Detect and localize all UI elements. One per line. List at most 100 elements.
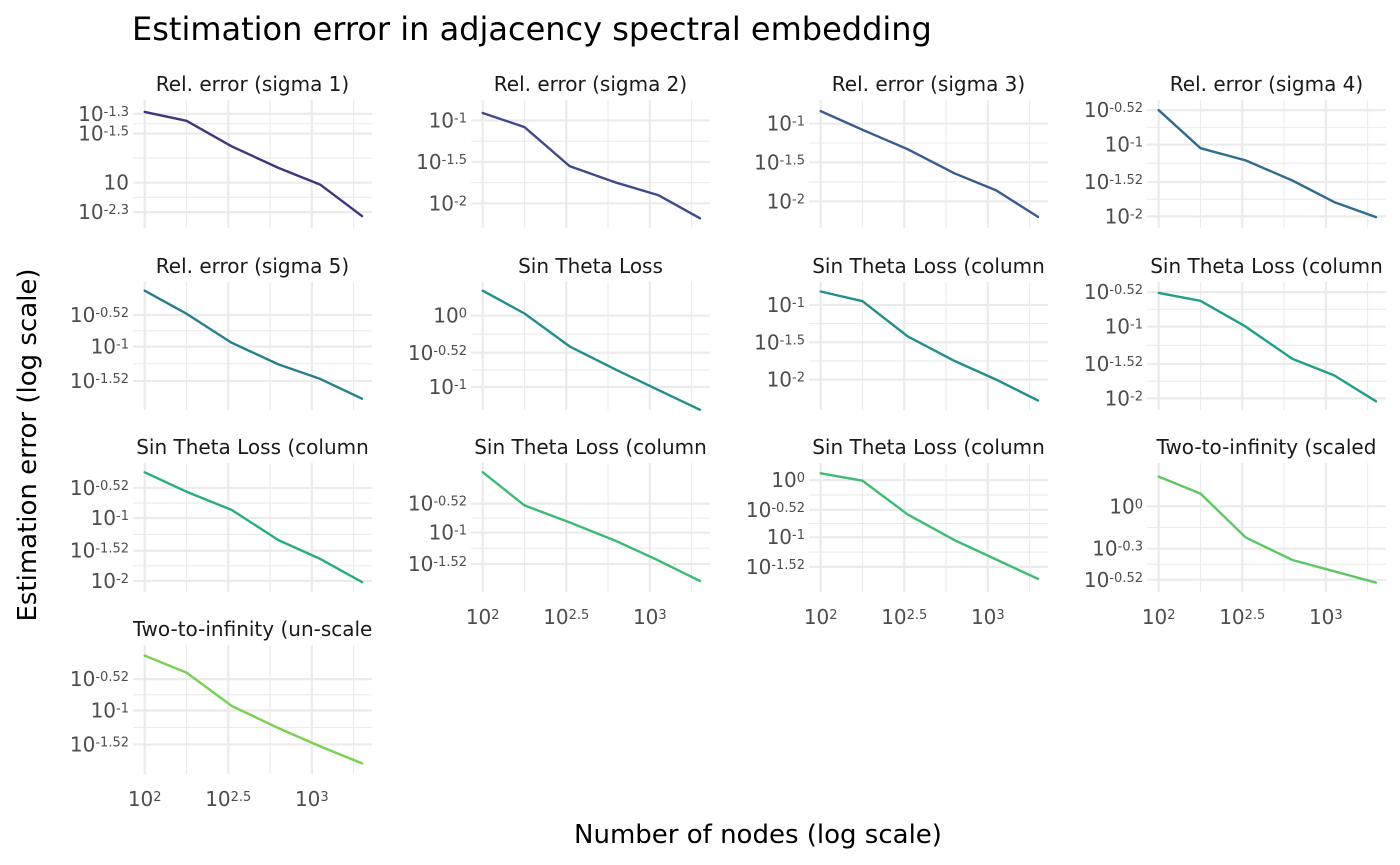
y-tick-label: 10-0.52	[70, 303, 129, 327]
facet-panel: Sin Theta Loss (column 10-1 10-1.5 10-2	[754, 254, 1048, 410]
series-line	[819, 109, 1040, 219]
y-tick-label: 10-0.52	[1084, 280, 1143, 304]
facet-strip-label: Sin Theta Loss (column	[1150, 254, 1383, 278]
y-tick-label: 10-1	[429, 521, 467, 545]
facet-strip-label: Two-to-infinity (un-scale	[132, 617, 373, 641]
y-tick-label: 10-0.52	[70, 476, 129, 500]
series-line	[1157, 291, 1378, 403]
y-tick-label: 10-2.3	[78, 200, 129, 224]
y-tick-label: 10-0.52	[408, 341, 467, 365]
series-line	[819, 290, 1040, 402]
facet-panel: Sin Theta Loss (column 10-0.52 10-1 10-1.52…	[408, 435, 710, 629]
series-line	[481, 471, 702, 583]
facet-strip-label: Rel. error (sigma 5)	[156, 254, 349, 278]
x-tick-label: 102	[1142, 605, 1176, 629]
y-tick-label: 10-2	[767, 189, 805, 213]
x-tick-label: 103	[633, 605, 667, 629]
facet-panel: Rel. error (sigma 1) 10-1.310-1.5 10 10-2.3	[78, 72, 372, 228]
y-tick-label: 10-1.5	[416, 150, 467, 174]
y-tick-label: 10-1.52	[70, 539, 129, 563]
y-tick-label: 10-1	[429, 375, 467, 399]
x-tick-label: 102.5	[205, 787, 251, 811]
y-tick-label: 10-2	[1105, 204, 1143, 228]
y-tick-label: 10-1	[767, 525, 805, 549]
y-tick-label: 10-0.52	[1084, 98, 1143, 122]
y-tick-label: 100	[1109, 494, 1143, 518]
y-tick-label: 10-1	[1105, 133, 1143, 157]
facet-strip-label: Rel. error (sigma 3)	[832, 72, 1025, 96]
y-tick-label: 10-1.52	[70, 732, 129, 756]
facet-panel: Rel. error (sigma 5) 10-0.52 10-1 10-1.52	[70, 254, 372, 410]
y-tick-label: 10	[104, 171, 129, 195]
series-line	[1157, 108, 1378, 219]
y-tick-label: 10-1.52	[746, 555, 805, 579]
facet-panel: Sin Theta Loss (column 100 10-0.52 10-1 10-1…	[746, 435, 1048, 629]
y-tick-label: 10-1	[91, 506, 129, 530]
y-tick-label: 10-1.5	[754, 330, 805, 354]
y-tick-label: 10-0.52	[70, 667, 129, 691]
y-tick-label: 10-2	[1105, 386, 1143, 410]
series-line	[143, 471, 364, 584]
series-line	[1157, 475, 1378, 584]
facet-strip-label: Sin Theta Loss (column	[812, 254, 1045, 278]
chart-title: Estimation error in adjacency spectral e…	[132, 10, 932, 48]
y-tick-label: 10-1	[91, 335, 129, 359]
series-line	[143, 289, 364, 400]
y-tick-label: 10-1.3	[78, 102, 129, 126]
series-line	[143, 654, 364, 765]
x-tick-label: 102.5	[543, 605, 589, 629]
y-tick-label: 10-0.3	[1092, 537, 1143, 561]
x-tick-label: 103	[1309, 605, 1343, 629]
facet-panel: Rel. error (sigma 4) 10-0.52 10-1 10-1.52 10…	[1084, 72, 1386, 228]
y-tick-label: 10-1.5	[78, 122, 129, 146]
x-tick-label: 102	[804, 605, 838, 629]
facet-strip-label: Sin Theta Loss (column	[474, 435, 707, 459]
y-tick-label: 100	[433, 304, 467, 328]
facet-strip-label: Rel. error (sigma 1)	[156, 72, 349, 96]
series-line	[481, 289, 702, 411]
y-tick-label: 10-1	[767, 112, 805, 136]
series-line	[819, 472, 1040, 581]
y-tick-label: 10-1	[91, 698, 129, 722]
y-tick-label: 10-0.52	[746, 498, 805, 522]
series-line	[143, 110, 364, 218]
x-tick-label: 103	[971, 605, 1005, 629]
y-tick-label: 10-1	[429, 108, 467, 132]
y-tick-label: 10-1	[1105, 315, 1143, 339]
facet-strip-label: Sin Theta Loss	[518, 254, 663, 278]
facet-panel: Two-to-infinity (un-scale 10-0.52 10-1 10-1…	[70, 617, 372, 811]
x-tick-label: 102.5	[1219, 605, 1265, 629]
y-tick-label: 10-1.52	[70, 369, 129, 393]
x-tick-label: 102.5	[881, 605, 927, 629]
series-line	[481, 111, 702, 220]
y-tick-label: 10-2	[767, 368, 805, 392]
y-tick-label: 10-1.52	[408, 552, 467, 576]
y-tick-label: 100	[771, 468, 805, 492]
x-tick-label: 103	[295, 787, 329, 811]
facet-panel: Rel. error (sigma 2) 10-1 10-1.5 10-2	[416, 72, 710, 228]
y-tick-label: 10-1.5	[754, 150, 805, 174]
facet-panel: Rel. error (sigma 3) 10-1 10-1.5 10-2	[754, 72, 1048, 228]
facet-panel: Two-to-infinity (scaled 100 10-0.3 10-0.52 1…	[1084, 435, 1386, 629]
y-tick-label: 10-0.52	[1084, 568, 1143, 592]
facet-strip-label: Sin Theta Loss (column	[136, 435, 369, 459]
facet-panels: Rel. error (sigma 1)10-1.310-1.51010-2.3…	[70, 72, 1386, 811]
y-tick-label: 10-1.52	[1084, 352, 1143, 376]
y-tick-label: 10-2	[429, 191, 467, 215]
facet-panel: Sin Theta Loss 100 10-0.52 10-1	[408, 254, 710, 411]
x-axis-title: Number of nodes (log scale)	[574, 820, 942, 850]
facet-strip-label: Sin Theta Loss (column	[812, 435, 1045, 459]
x-tick-label: 102	[466, 605, 500, 629]
y-tick-label: 10-1.52	[1084, 170, 1143, 194]
facet-strip-label: Two-to-infinity (scaled	[1156, 435, 1377, 459]
facet-strip-label: Rel. error (sigma 2)	[494, 72, 687, 96]
y-tick-label: 10-1	[767, 293, 805, 317]
x-tick-label: 102	[128, 787, 162, 811]
facet-strip-label: Rel. error (sigma 4)	[1170, 72, 1363, 96]
facet-panel: Sin Theta Loss (column 10-0.52 10-1 10-1.52…	[70, 435, 372, 593]
facet-panel: Sin Theta Loss (column 10-0.52 10-1 10-1.52…	[1084, 254, 1386, 410]
y-tick-label: 10-0.52	[408, 492, 467, 516]
y-tick-label: 10-2	[91, 569, 129, 593]
y-axis-title: Estimation error (log scale)	[13, 268, 43, 621]
